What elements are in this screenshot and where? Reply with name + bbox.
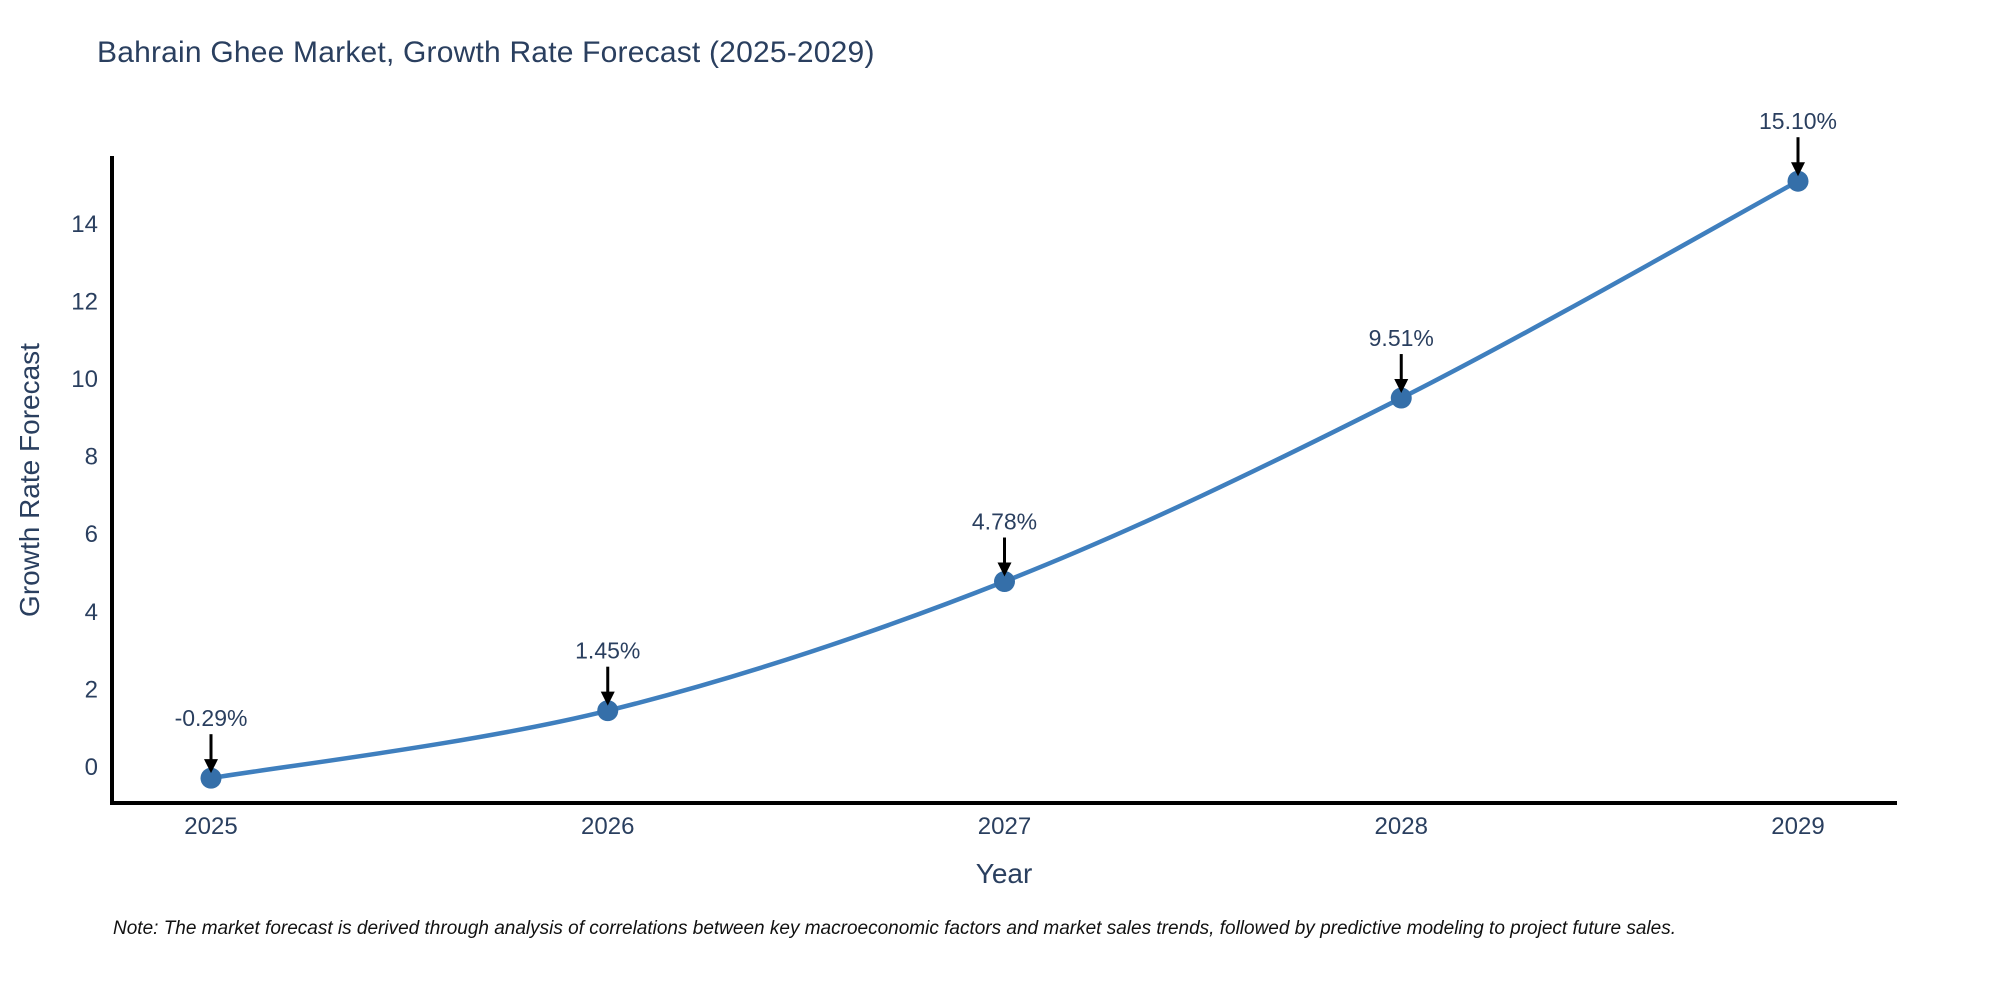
x-axis-title: Year xyxy=(975,858,1033,889)
forecast-line xyxy=(210,179,1800,781)
data-point-label: 4.78% xyxy=(972,509,1037,535)
y-axis-title: Growth Rate Forecast xyxy=(14,343,45,617)
x-tick-label: 2025 xyxy=(184,813,237,840)
data-point-marker xyxy=(1787,170,1809,192)
y-tick-label: 4 xyxy=(85,599,98,626)
annotation-arrowhead-icon xyxy=(1791,162,1805,177)
footnote: Note: The market forecast is derived thr… xyxy=(113,918,1676,939)
chart-title: Bahrain Ghee Market, Growth Rate Forecas… xyxy=(97,36,875,69)
y-tick-label: 6 xyxy=(85,521,98,548)
y-tick-label: 10 xyxy=(71,366,98,393)
data-point-label: 15.10% xyxy=(1759,108,1837,134)
y-tick-label: 0 xyxy=(85,754,98,781)
x-tick-label: 2029 xyxy=(1771,813,1824,840)
data-point-marker xyxy=(200,767,222,789)
data-point-marker xyxy=(1390,387,1412,409)
y-tick-label: 12 xyxy=(71,288,98,315)
data-point-marker xyxy=(994,571,1015,593)
y-tick-label: 8 xyxy=(85,444,98,471)
y-tick-label: 14 xyxy=(71,211,98,238)
annotation-arrowhead-icon xyxy=(204,759,218,774)
x-tick-label: 2026 xyxy=(581,813,634,840)
x-tick-label: 2027 xyxy=(978,813,1031,840)
y-tick-label: 2 xyxy=(85,676,98,703)
annotation-arrowhead-icon xyxy=(600,691,615,706)
data-point-label: -0.29% xyxy=(175,705,248,731)
annotation-arrowhead-icon xyxy=(997,562,1012,577)
data-point-label: 1.45% xyxy=(575,638,640,664)
data-point-label: 9.51% xyxy=(1369,325,1434,351)
x-tick-label: 2028 xyxy=(1375,813,1428,840)
data-point-marker xyxy=(597,700,619,722)
annotation-arrowhead-icon xyxy=(1394,379,1409,394)
